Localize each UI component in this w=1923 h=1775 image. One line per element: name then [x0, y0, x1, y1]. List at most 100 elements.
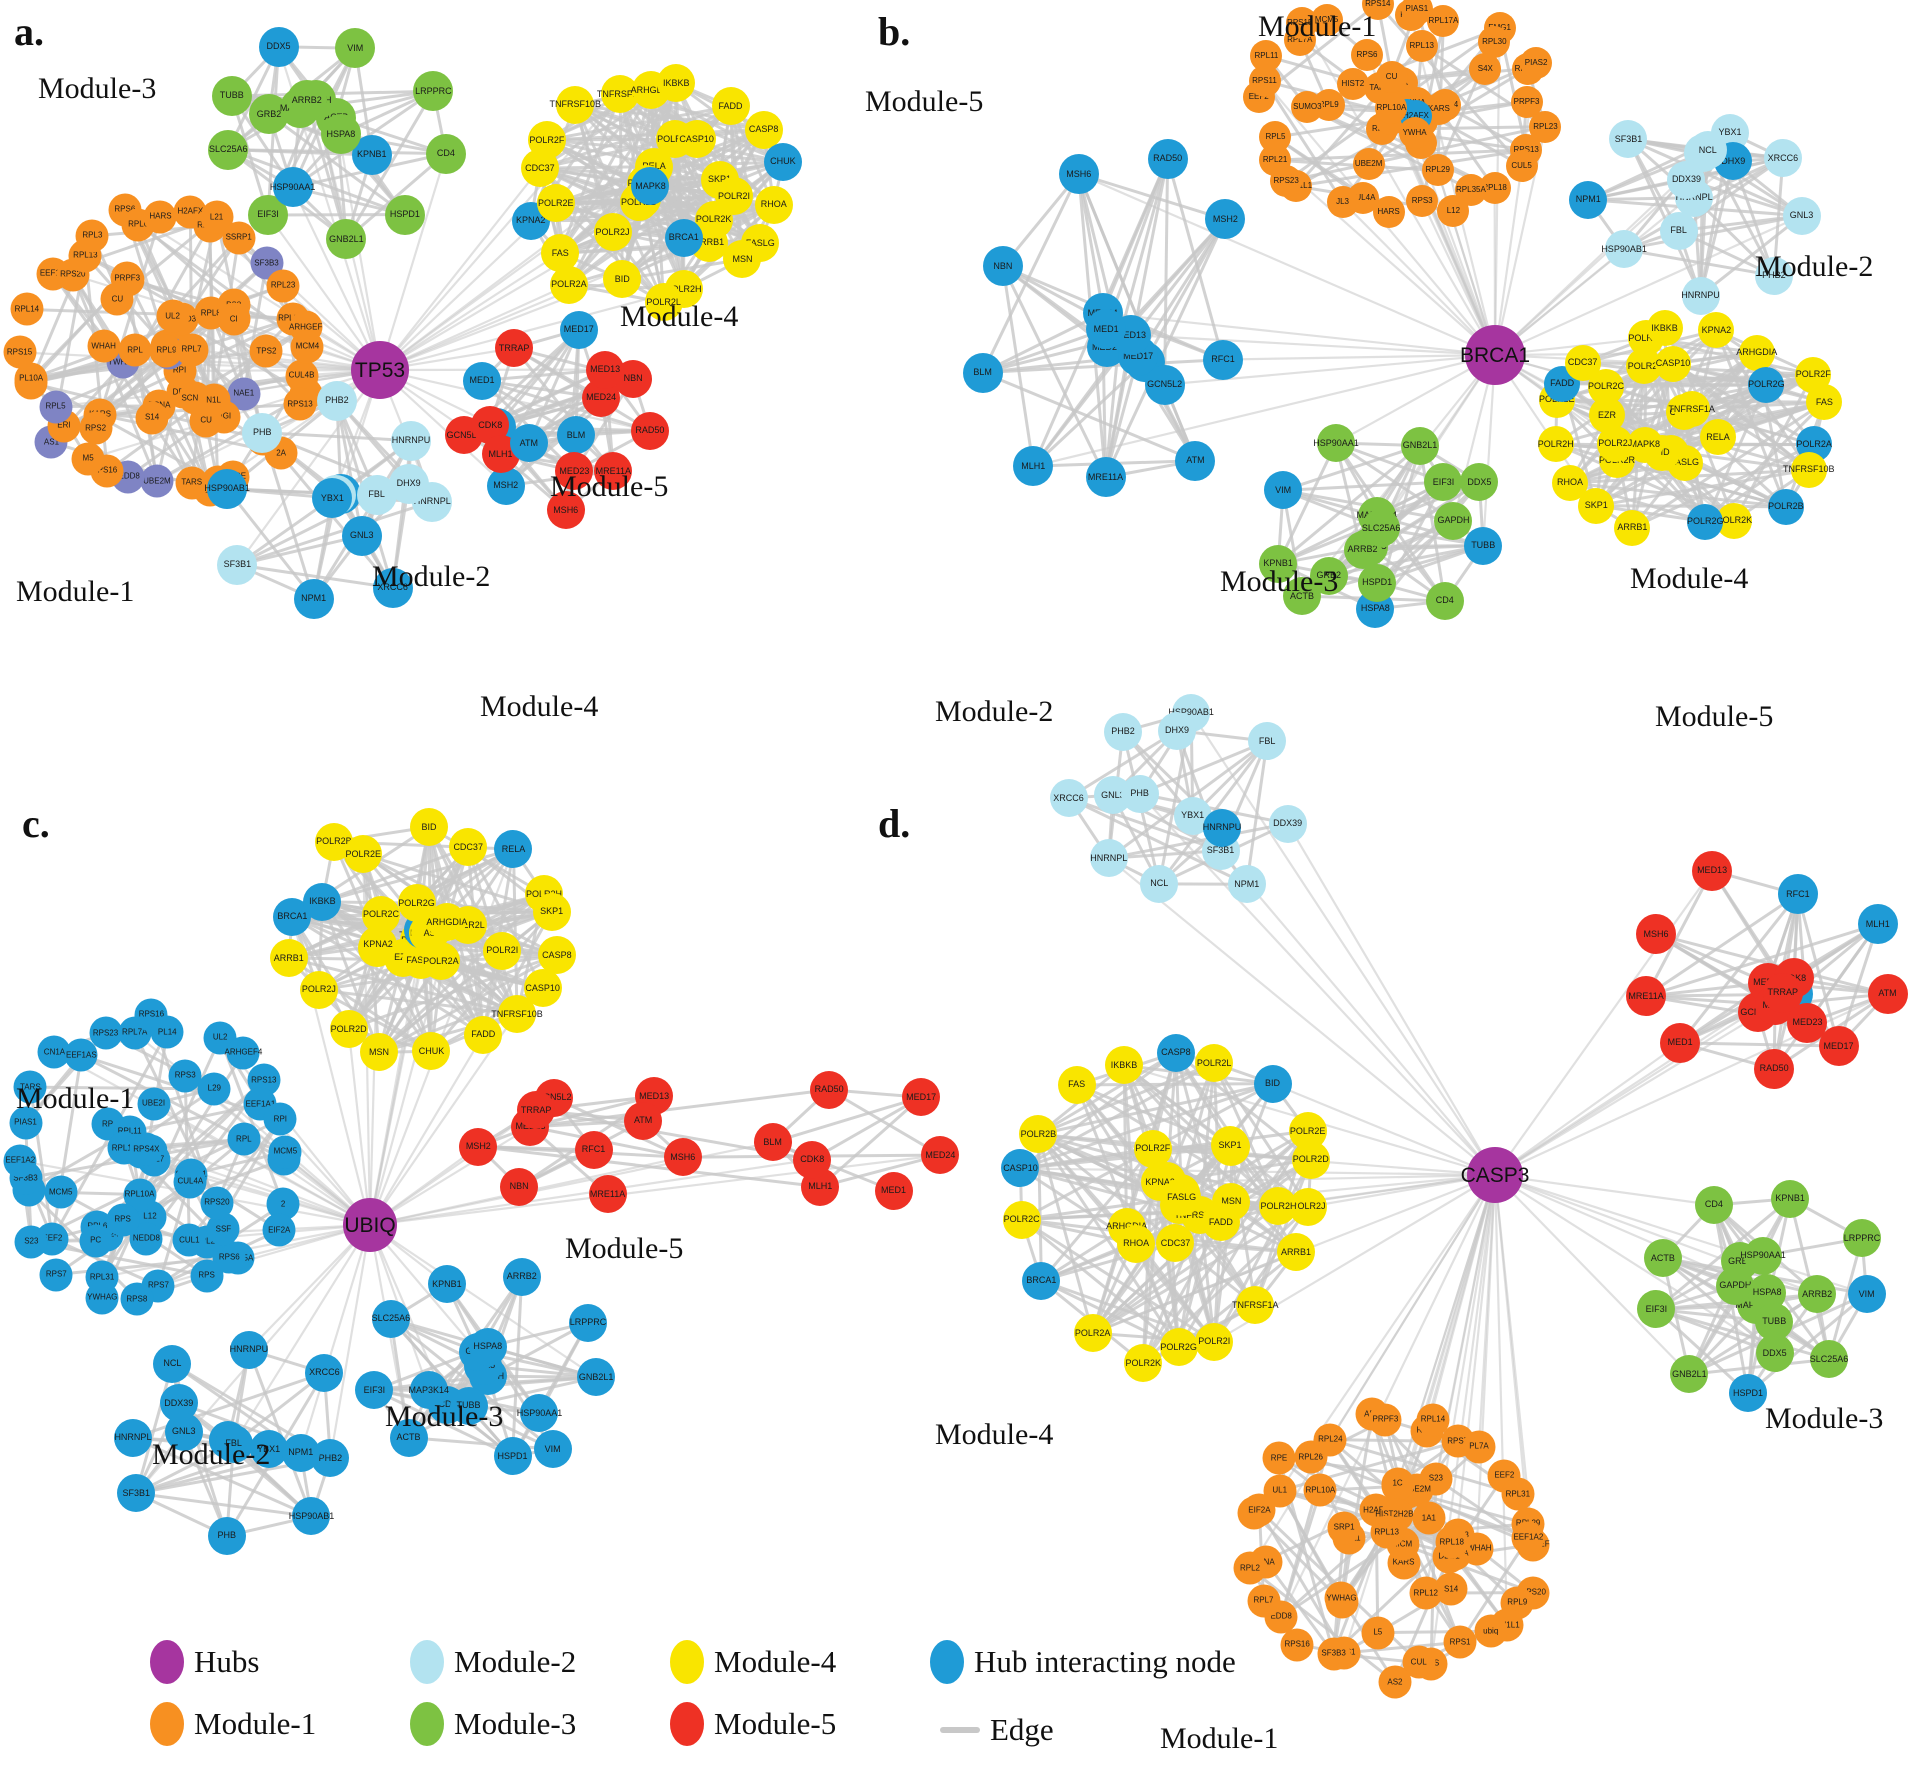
network-node[interactable]: BID [603, 260, 642, 299]
network-node[interactable]: MRE11A [1626, 976, 1667, 1017]
network-node[interactable]: HNRNPL [113, 1418, 152, 1457]
network-node[interactable]: MSH6 [663, 1138, 702, 1177]
network-node[interactable]: TUBB [1755, 1302, 1794, 1341]
network-node[interactable]: RAD50 [630, 411, 669, 450]
network-node[interactable]: POLR2G [1748, 366, 1785, 403]
network-node[interactable]: ACTB [1643, 1239, 1682, 1277]
network-node[interactable]: RPS16 [1280, 1628, 1314, 1662]
network-node[interactable]: CASP10 [1001, 1149, 1040, 1188]
network-node[interactable]: POLR2B [1019, 1115, 1058, 1154]
network-node[interactable]: RPS7 [39, 1258, 73, 1292]
network-node[interactable]: MAPK8 [631, 167, 670, 206]
network-node[interactable]: EIF3I [1637, 1290, 1676, 1329]
network-node[interactable]: CASP10 [677, 120, 716, 159]
network-node[interactable]: RPL12 [1409, 1576, 1443, 1610]
network-node[interactable]: MED23 [555, 452, 594, 491]
network-node[interactable]: PRPF3 [1368, 1403, 1402, 1437]
network-node[interactable]: PHB [1120, 774, 1159, 813]
network-node[interactable]: N1L [197, 383, 231, 417]
network-node[interactable]: CDC37 [1156, 1224, 1195, 1263]
network-node[interactable]: KPNB1 [427, 1265, 466, 1304]
network-node[interactable]: MSH6 [1058, 154, 1099, 194]
network-node[interactable]: RPL23 [266, 269, 300, 303]
network-node[interactable]: TUBB [1464, 526, 1503, 565]
network-node[interactable]: MSH2 [1205, 199, 1246, 240]
network-node[interactable]: DDX5 [1460, 463, 1499, 502]
network-node[interactable]: FADD [711, 87, 750, 126]
network-node[interactable]: RPS3 [1406, 185, 1439, 218]
network-node[interactable]: DHX9 [1158, 711, 1197, 750]
network-node[interactable]: RFC1 [1777, 874, 1818, 915]
network-node[interactable]: TNFRSF1A [1668, 391, 1715, 428]
network-node[interactable]: CD4 [425, 133, 466, 174]
network-node[interactable]: MCM4 [290, 330, 324, 364]
network-node[interactable]: 1C [1381, 1467, 1415, 1501]
network-node[interactable]: DDX39 [1268, 804, 1307, 843]
network-node[interactable]: MED1 [463, 361, 502, 400]
network-node[interactable]: ACTB [389, 1418, 428, 1457]
network-node[interactable]: POLR2E [536, 184, 575, 223]
network-node[interactable]: RPL7 [1247, 1584, 1280, 1618]
network-node[interactable]: PC [79, 1224, 113, 1258]
network-node[interactable]: CUL5 [1505, 149, 1538, 182]
network-node[interactable]: BLM [557, 416, 596, 455]
network-node[interactable]: MED1 [874, 1171, 913, 1210]
network-node[interactable]: POLR2L [1195, 1044, 1234, 1083]
network-node[interactable]: SLC25A6 [1810, 1340, 1848, 1379]
network-node[interactable]: RAD50 [1754, 1048, 1795, 1089]
network-node[interactable]: RPL31 [85, 1260, 119, 1294]
network-node[interactable]: MSN [360, 1033, 398, 1072]
network-node[interactable]: TUBB [211, 75, 252, 116]
network-node[interactable]: SF3B1 [217, 544, 258, 585]
network-node[interactable]: HSPD1 [493, 1437, 532, 1476]
network-node[interactable]: UL1 [1263, 1474, 1297, 1508]
network-node[interactable]: HNRNPU [391, 420, 432, 461]
network-node[interactable]: RPS14 [1361, 0, 1394, 20]
network-node[interactable]: RELA [494, 830, 533, 869]
network-node[interactable]: MRE11A [1085, 457, 1126, 498]
network-node[interactable]: L29 [197, 1072, 231, 1106]
network-node[interactable]: POLR2B [1767, 488, 1804, 525]
network-node[interactable]: POLR2F [1133, 1129, 1172, 1168]
network-node[interactable]: ARHGEF4 [225, 1036, 262, 1070]
network-node[interactable]: CASP8 [537, 936, 576, 975]
network-node[interactable]: RPL11 [1250, 40, 1283, 73]
network-node[interactable]: ATM [1175, 440, 1216, 481]
network-node[interactable]: MSH6 [546, 491, 585, 530]
network-node[interactable]: NPM1 [281, 1433, 320, 1472]
network-node[interactable]: MAP3K14 [409, 1371, 449, 1410]
network-node[interactable]: NPM1 [1569, 180, 1608, 219]
network-node[interactable]: XRCC6 [1763, 139, 1802, 178]
network-node[interactable]: TARS [175, 466, 209, 500]
network-node[interactable]: POLR2I [1195, 1322, 1234, 1361]
network-node[interactable]: GAPDH [1434, 501, 1473, 540]
network-node[interactable]: RPL [227, 1122, 261, 1156]
network-node[interactable]: NBN [500, 1167, 539, 1206]
network-node[interactable]: MED1 [1660, 1022, 1701, 1063]
network-node[interactable]: MRE11A [594, 452, 633, 491]
network-node[interactable]: TUBB [449, 1386, 488, 1425]
network-node[interactable]: MLH1 [1013, 446, 1054, 487]
network-node[interactable]: RHOA [1551, 464, 1588, 501]
network-node[interactable]: KPNB1 [1771, 1179, 1810, 1218]
network-node[interactable]: ARRB2 [286, 80, 327, 121]
network-node[interactable]: LRPPRC [1842, 1219, 1881, 1258]
network-node[interactable]: RPS [106, 1203, 140, 1237]
network-node[interactable]: GRB2 [1309, 556, 1348, 595]
network-node[interactable]: SSRP1 [222, 221, 256, 255]
network-node[interactable]: MSH6 [1636, 914, 1677, 955]
network-node[interactable]: MED13 [586, 350, 625, 389]
network-node[interactable]: GCN5L2 [1144, 364, 1185, 405]
network-node[interactable]: S14 [135, 401, 169, 435]
network-node[interactable]: CHUK [412, 1032, 451, 1071]
network-node[interactable]: POLR2K [1124, 1344, 1163, 1383]
network-node[interactable]: GNB2L1 [1670, 1355, 1709, 1394]
network-node[interactable]: RPS8 [120, 1282, 154, 1316]
network-node[interactable]: POLR2F [527, 121, 566, 159]
network-node[interactable]: TRRAP [517, 1091, 556, 1130]
network-node[interactable]: BLM [753, 1123, 792, 1162]
network-node[interactable]: RPL5 [39, 390, 73, 424]
network-node[interactable]: POLR2L [644, 283, 683, 322]
network-node[interactable]: SKP1 [532, 892, 571, 931]
network-node[interactable]: YWHAG [1324, 1581, 1358, 1615]
